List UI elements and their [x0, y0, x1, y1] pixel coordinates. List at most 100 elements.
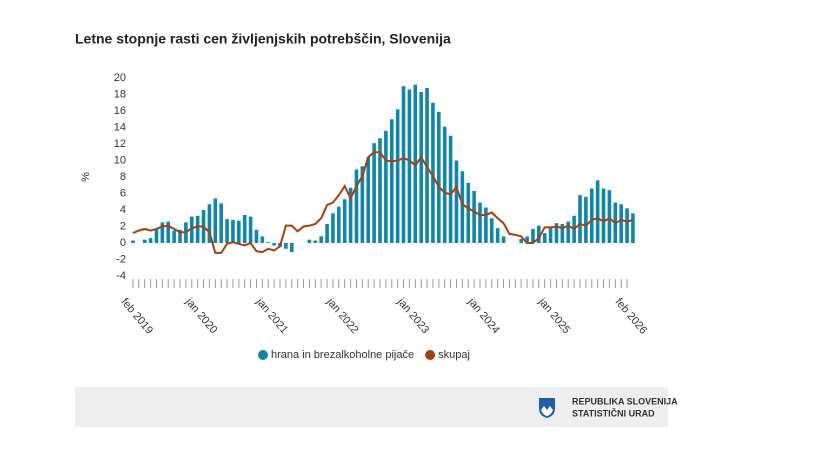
- y-tick-label: -2: [116, 253, 126, 265]
- bar: [331, 213, 335, 243]
- y-tick-label: 20: [114, 72, 126, 84]
- legend-label: hrana in brezalkoholne pijače: [271, 349, 414, 361]
- bar: [337, 206, 341, 243]
- y-tick-label: 16: [114, 105, 126, 117]
- legend-marker: [258, 350, 268, 360]
- logo: [539, 398, 555, 418]
- x-tick-label: jan 2022: [324, 295, 361, 336]
- bar: [248, 216, 253, 243]
- bar: [478, 202, 482, 243]
- bar: [448, 135, 453, 243]
- bar: [472, 191, 476, 243]
- bar: [219, 203, 223, 243]
- bar: [419, 92, 423, 244]
- bar: [501, 236, 506, 243]
- footer-line2: STATISTIČNI URAD: [572, 407, 655, 418]
- bar: [131, 240, 135, 243]
- line: [132, 151, 634, 254]
- bar: [213, 198, 218, 243]
- x-tick-label: jan 2020: [182, 295, 219, 336]
- bar: [366, 157, 371, 243]
- x-tick-label: feb 2026: [613, 296, 650, 337]
- bar: [566, 221, 571, 243]
- y-tick-label: 14: [114, 121, 126, 133]
- y-tick-label: 2: [120, 220, 126, 232]
- bar: [537, 225, 541, 243]
- y-axis-label: %: [80, 172, 92, 182]
- bar: [172, 230, 176, 243]
- bar: [407, 89, 412, 243]
- y-tick-label: 6: [120, 187, 126, 199]
- bar: [354, 169, 359, 243]
- bar: [454, 160, 459, 243]
- bar: [619, 204, 623, 243]
- bar: [325, 224, 329, 243]
- bar: [437, 111, 441, 243]
- y-tick-label: 0: [120, 237, 126, 249]
- x-tick-label: feb 2019: [118, 296, 155, 337]
- bar: [237, 220, 241, 243]
- bar: [266, 242, 271, 243]
- bar: [607, 190, 612, 243]
- y-tick-label: 8: [120, 171, 126, 183]
- x-tick-label: jan 2021: [253, 295, 290, 336]
- bar: [307, 239, 312, 243]
- bar: [460, 171, 465, 243]
- y-tick-label: 12: [114, 138, 126, 150]
- bar: [578, 195, 582, 243]
- bar: [519, 238, 523, 243]
- bar: [531, 228, 535, 243]
- bar: [431, 102, 435, 243]
- x-tick-label: jan 2023: [394, 295, 431, 336]
- bar: [313, 240, 318, 243]
- bar: [384, 130, 388, 243]
- bar: [378, 138, 382, 243]
- bar: [284, 243, 288, 249]
- bar: [595, 180, 600, 243]
- bar: [489, 218, 494, 243]
- bar: [560, 224, 565, 243]
- bar: [342, 199, 347, 243]
- bar: [166, 221, 171, 243]
- bar: [231, 219, 235, 243]
- bar: [154, 228, 159, 243]
- x-tick-label: jan 2025: [535, 295, 572, 336]
- bar: [601, 188, 606, 243]
- bar: [442, 126, 447, 243]
- bar: [225, 219, 229, 243]
- bar: [589, 188, 594, 243]
- bar: [625, 208, 629, 243]
- bar: [401, 86, 406, 243]
- bar: [260, 236, 265, 243]
- bar: [254, 229, 259, 243]
- bar: [148, 238, 153, 243]
- bar: [160, 222, 165, 243]
- bar: [484, 207, 488, 243]
- bar: [548, 227, 553, 243]
- bar: [195, 215, 200, 243]
- legend-marker: [425, 350, 436, 360]
- bar: [525, 236, 529, 243]
- x-tick-label: jan 2024: [465, 295, 502, 336]
- y-tick-label: 10: [114, 154, 126, 166]
- bar: [142, 239, 147, 243]
- legend-label: skupaj: [438, 349, 470, 361]
- bar: [389, 119, 394, 243]
- bar: [542, 233, 547, 243]
- bar: [272, 243, 276, 246]
- bar: [395, 109, 400, 243]
- y-tick-label: -4: [116, 270, 126, 282]
- bar: [360, 166, 365, 243]
- bar: [242, 214, 247, 243]
- chart-title: Letne stopnje rasti cen življenjskih pot…: [75, 31, 451, 47]
- bar: [584, 196, 588, 243]
- bar: [348, 187, 353, 243]
- bar: [631, 213, 635, 243]
- footer-line1: REPUBLIKA SLOVENIJA: [572, 396, 678, 406]
- bar: [554, 223, 559, 243]
- footer-box: [75, 387, 668, 427]
- y-tick-label: 18: [114, 88, 126, 100]
- bar: [178, 229, 182, 243]
- bar: [207, 204, 212, 243]
